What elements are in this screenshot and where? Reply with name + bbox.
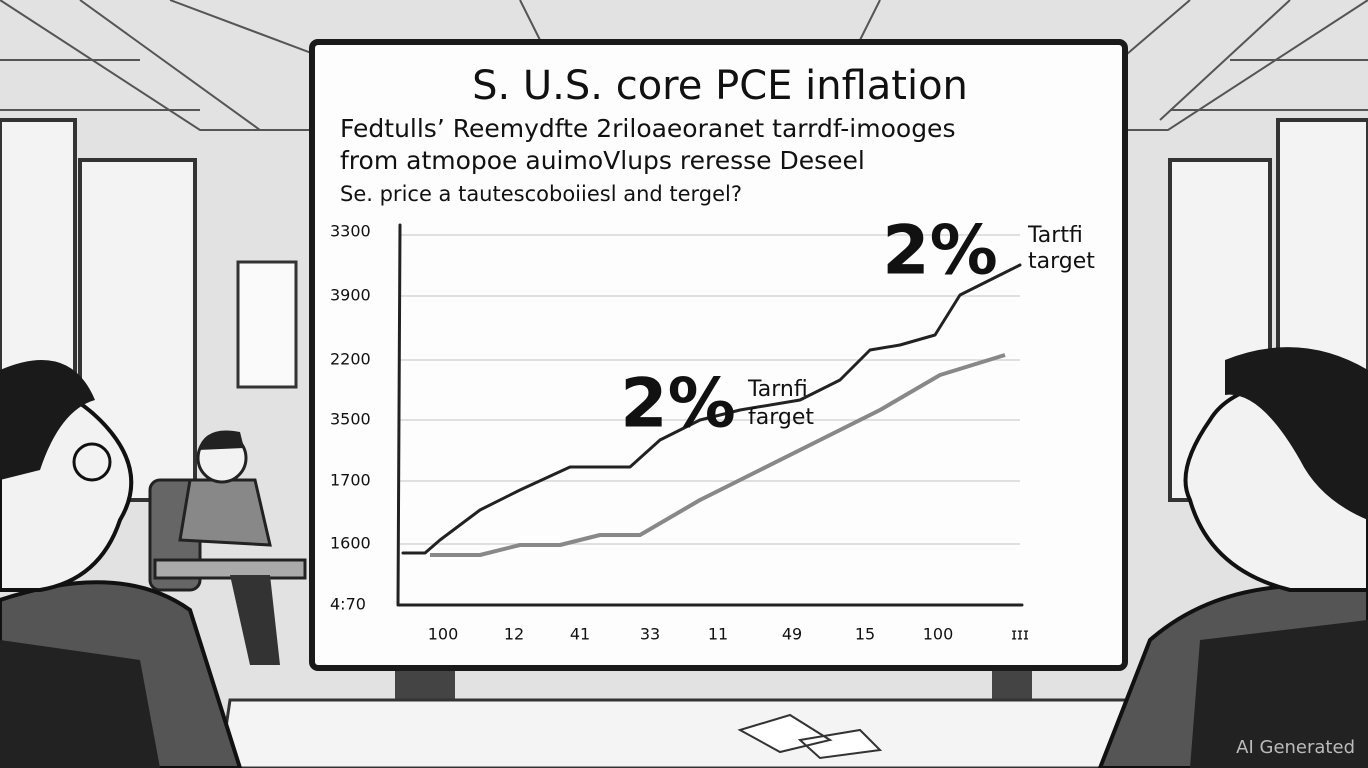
y-label: 4:70 bbox=[330, 595, 366, 614]
y-label: 3300 bbox=[330, 222, 371, 241]
x-label: 41 bbox=[570, 625, 590, 644]
foreground-person-right bbox=[1097, 347, 1368, 768]
x-label: 12 bbox=[504, 625, 524, 644]
watermark: AI Generated bbox=[1236, 737, 1355, 758]
table bbox=[218, 698, 1152, 768]
annotation-label: Tartfi bbox=[1027, 223, 1083, 248]
annotation-big: 2% bbox=[620, 365, 735, 444]
x-labels: 100 12 41 33 11 49 15 100 ɪɪɪ bbox=[428, 625, 1029, 644]
y-label: 1600 bbox=[330, 534, 371, 553]
x-label: 100 bbox=[428, 625, 459, 644]
background-person bbox=[148, 430, 307, 665]
annotation-label: Tarnfi bbox=[747, 377, 808, 402]
gridlines bbox=[400, 234, 1020, 545]
grey-line bbox=[430, 353, 1006, 557]
annotation-big: 2% bbox=[882, 212, 997, 291]
chart-title: S. U.S. core PCE inflation bbox=[472, 63, 968, 109]
x-label: 100 bbox=[923, 625, 954, 644]
papers bbox=[737, 713, 883, 760]
annotation-label: target bbox=[1028, 249, 1095, 274]
x-label: 11 bbox=[708, 625, 728, 644]
subtitle: Fedtulls’ Reemydfte 2riloaeoranet tarrdf… bbox=[340, 114, 955, 143]
x-label: 49 bbox=[782, 625, 802, 644]
black-line bbox=[401, 263, 1022, 555]
note: Se. price a tautescoboiiesl and tergel? bbox=[340, 182, 742, 206]
y-label: 2200 bbox=[330, 350, 371, 369]
y-label: 3900 bbox=[330, 286, 371, 305]
x-label: 33 bbox=[640, 625, 660, 644]
y-labels: 3300 3900 2200 3500 1700 1600 4:70 bbox=[330, 222, 371, 614]
screen bbox=[309, 39, 1128, 671]
axes bbox=[396, 223, 1024, 607]
wall-poster bbox=[236, 260, 298, 389]
x-label: 15 bbox=[855, 625, 875, 644]
foreground-person-left bbox=[0, 360, 243, 768]
y-label: 3500 bbox=[330, 410, 371, 429]
annotation-label: farget bbox=[748, 405, 814, 430]
y-label: 1700 bbox=[330, 471, 371, 490]
subtitle: from atmopoe auimoVlups reresse Deseel bbox=[340, 146, 865, 175]
x-label: ɪɪɪ bbox=[1011, 625, 1029, 644]
